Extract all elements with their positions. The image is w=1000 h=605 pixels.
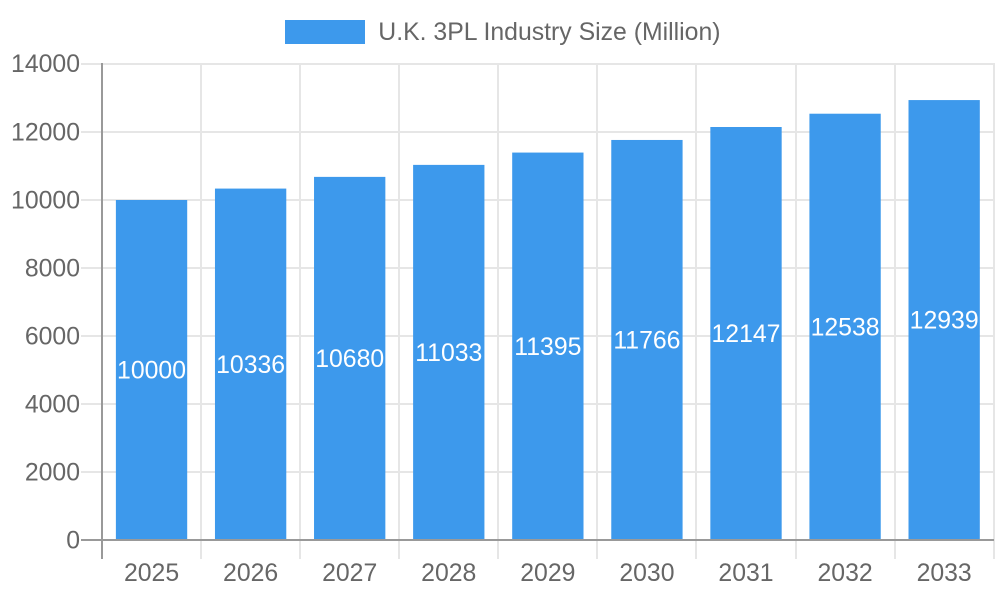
svg-text:2029: 2029 (520, 560, 575, 587)
svg-text:10000: 10000 (11, 188, 80, 215)
svg-text:2028: 2028 (421, 560, 476, 587)
svg-text:10680: 10680 (315, 346, 384, 373)
svg-text:2030: 2030 (619, 560, 674, 587)
svg-text:10000: 10000 (117, 358, 186, 385)
svg-text:12939: 12939 (910, 308, 979, 335)
svg-text:U.K. 3PL Industry Size (Millio: U.K. 3PL Industry Size (Million) (378, 19, 720, 46)
svg-text:4000: 4000 (25, 392, 80, 419)
svg-text:8000: 8000 (25, 256, 80, 283)
svg-text:14000: 14000 (11, 51, 80, 78)
svg-text:12147: 12147 (712, 321, 781, 348)
svg-text:2000: 2000 (25, 460, 80, 487)
svg-text:6000: 6000 (25, 324, 80, 351)
svg-text:12000: 12000 (11, 120, 80, 147)
svg-text:10336: 10336 (216, 352, 285, 379)
svg-text:11766: 11766 (613, 327, 680, 354)
svg-text:12538: 12538 (811, 314, 880, 341)
svg-text:2032: 2032 (817, 560, 872, 587)
svg-text:2033: 2033 (917, 560, 972, 587)
svg-text:2026: 2026 (223, 560, 278, 587)
svg-text:2031: 2031 (718, 560, 773, 587)
svg-text:2027: 2027 (322, 560, 377, 587)
svg-text:11395: 11395 (514, 334, 581, 361)
svg-text:11033: 11033 (415, 340, 482, 367)
svg-text:0: 0 (66, 528, 80, 555)
svg-text:2025: 2025 (124, 560, 179, 587)
